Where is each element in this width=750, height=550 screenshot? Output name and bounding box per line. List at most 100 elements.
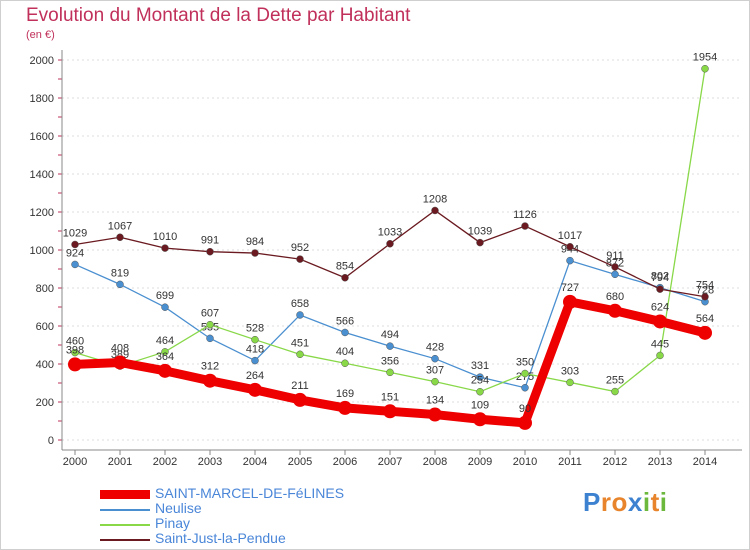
logo-letter: o xyxy=(611,487,628,517)
data-point xyxy=(71,348,79,357)
data-label: 991 xyxy=(201,235,219,247)
y-tick-label: 1600 xyxy=(30,131,54,143)
data-point xyxy=(206,247,214,256)
x-tick-label: 2010 xyxy=(513,456,537,468)
x-tick-label: 2006 xyxy=(333,456,357,468)
data-label: 1039 xyxy=(468,226,492,238)
data-label: 802 xyxy=(651,271,669,283)
data-point xyxy=(341,359,349,367)
data-point xyxy=(656,285,664,293)
data-label: 854 xyxy=(336,261,354,273)
data-label: 1954 xyxy=(693,52,717,64)
data-label: 728 xyxy=(696,285,714,297)
x-tick-label: 2008 xyxy=(423,456,447,468)
data-label: 169 xyxy=(336,388,354,400)
data-label: 211 xyxy=(291,380,309,392)
data-label: 356 xyxy=(381,355,399,367)
data-point xyxy=(476,387,484,396)
data-label: 460 xyxy=(66,336,84,348)
data-point xyxy=(611,387,619,396)
data-label: 350 xyxy=(516,357,534,369)
data-point xyxy=(161,303,169,311)
data-label: 727 xyxy=(561,282,579,294)
proxiti-logo: Proxiti xyxy=(583,487,667,518)
data-label: 924 xyxy=(66,247,84,259)
x-tick-label: 2001 xyxy=(108,456,132,468)
data-label: 1029 xyxy=(63,227,87,239)
legend-label: Saint-Just-la-Pendue xyxy=(155,530,286,546)
data-point xyxy=(341,273,349,282)
x-tick-label: 2013 xyxy=(648,456,672,468)
data-point xyxy=(116,280,124,289)
series-saint-marcel-de-f-lines: 398 408 364 312 264 211 169 151 134 109 90 727 680 62… xyxy=(66,282,714,430)
y-tick-label: 0 xyxy=(48,435,54,447)
logo-letter: i xyxy=(642,487,651,517)
logo-letter: i xyxy=(659,487,668,517)
legend-label: Pinay xyxy=(155,515,191,531)
data-label: 658 xyxy=(291,298,309,310)
x-tick-label: 2011 xyxy=(558,456,582,468)
data-point xyxy=(653,314,667,329)
data-label: 1010 xyxy=(153,231,177,243)
y-tick-label: 800 xyxy=(36,283,54,295)
x-tick-label: 2003 xyxy=(198,456,222,468)
data-point xyxy=(71,240,79,249)
data-point xyxy=(701,64,709,73)
data-point xyxy=(341,328,349,337)
data-label: 428 xyxy=(426,342,444,354)
data-point xyxy=(296,311,304,319)
y-tick-label: 2000 xyxy=(30,55,54,67)
data-point xyxy=(518,415,532,430)
data-label: 1067 xyxy=(108,220,132,232)
data-point xyxy=(476,238,484,247)
data-point xyxy=(521,222,529,230)
data-label: 1208 xyxy=(423,193,447,205)
series-pinay: 4603894646075284514043563072543503032554… xyxy=(66,52,717,396)
logo-letter: t xyxy=(650,487,660,517)
data-label: 754 xyxy=(696,280,714,292)
x-tick-label: 2004 xyxy=(243,456,267,468)
legend-swatch xyxy=(100,539,150,541)
data-point xyxy=(116,233,124,242)
data-label: 408 xyxy=(111,342,129,354)
data-point xyxy=(293,392,307,407)
data-point xyxy=(113,355,127,370)
x-tick-label: 2014 xyxy=(693,456,717,468)
data-label: 819 xyxy=(111,267,129,279)
data-point xyxy=(566,243,574,251)
data-label: 952 xyxy=(291,242,309,254)
data-point xyxy=(386,342,394,350)
x-tick-label: 2005 xyxy=(288,456,312,468)
data-point xyxy=(521,369,529,378)
data-point xyxy=(248,382,262,397)
data-label: 607 xyxy=(201,308,219,320)
data-point xyxy=(608,303,622,318)
data-label: 364 xyxy=(156,351,174,363)
data-label: 680 xyxy=(606,291,624,303)
y-tick-label: 400 xyxy=(36,359,54,371)
data-point xyxy=(431,206,439,215)
data-label: 564 xyxy=(696,313,714,325)
y-tick-label: 200 xyxy=(36,397,54,409)
x-tick-label: 2000 xyxy=(63,456,87,468)
y-tick-label: 1400 xyxy=(30,169,54,181)
data-label: 264 xyxy=(246,370,264,382)
y-tick-label: 1800 xyxy=(30,93,54,105)
logo-letter: r xyxy=(600,487,612,517)
data-label: 90 xyxy=(519,403,531,415)
data-point xyxy=(161,244,169,252)
data-label: 303 xyxy=(561,365,579,377)
data-label: 254 xyxy=(471,375,489,387)
data-point xyxy=(701,292,709,301)
y-tick-label: 1000 xyxy=(30,245,54,257)
data-point xyxy=(338,400,352,415)
x-tick-label: 2002 xyxy=(153,456,177,468)
data-point xyxy=(383,404,397,419)
data-point xyxy=(296,350,304,359)
data-point xyxy=(296,255,304,263)
y-tick-label: 1200 xyxy=(30,207,54,219)
chart-title: Evolution du Montant de la Dette par Hab… xyxy=(26,5,411,26)
data-label: 984 xyxy=(246,236,264,248)
x-tick-label: 2009 xyxy=(468,456,492,468)
